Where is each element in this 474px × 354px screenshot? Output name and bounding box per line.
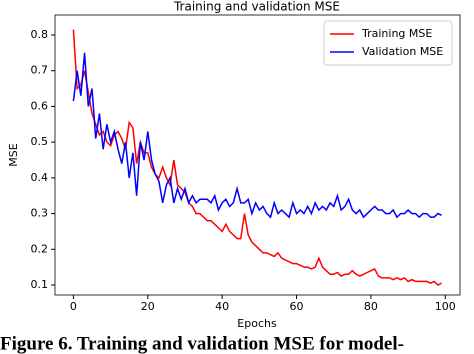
plot-frame [54, 14, 461, 296]
x-tick-label: 0 [70, 300, 77, 313]
y-tick-label: 0.2 [31, 242, 49, 255]
x-tick-label: 60 [290, 300, 304, 313]
y-tick-label: 0.5 [31, 135, 49, 148]
legend-label: Training MSE [361, 27, 432, 40]
x-tick-label: 40 [215, 300, 229, 313]
x-tick-label: 80 [364, 300, 378, 313]
y-tick-label: 0.3 [31, 207, 49, 220]
y-tick-label: 0.7 [31, 64, 49, 77]
legend-label: Validation MSE [362, 45, 443, 58]
legend-box [323, 20, 453, 66]
figure-caption: Figure 6. Training and validation MSE fo… [0, 333, 404, 354]
y-tick-label: 0.6 [31, 99, 49, 112]
x-tick-label: 20 [141, 300, 155, 313]
y-axis-label: MSE [7, 143, 20, 166]
y-tick-label: 0.8 [31, 28, 49, 41]
y-tick-label: 0.1 [31, 278, 49, 291]
x-axis-label: Epochs [237, 317, 277, 330]
data-line [72, 52, 442, 219]
data-line [72, 29, 442, 286]
y-tick-label: 0.4 [31, 171, 49, 184]
chart-title: Training and validation MSE [173, 0, 340, 14]
x-tick-label: 100 [435, 300, 456, 313]
